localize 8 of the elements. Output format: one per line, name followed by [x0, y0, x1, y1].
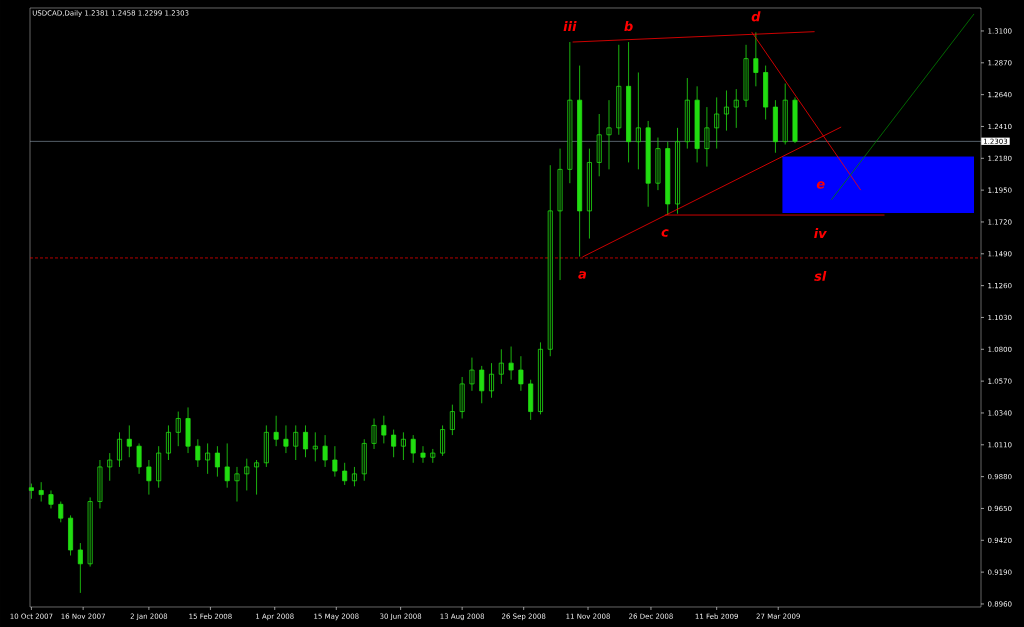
- annotation: b: [624, 21, 633, 32]
- annotation: a: [578, 271, 586, 279]
- annotation: c: [661, 229, 669, 237]
- annotation: iv: [814, 228, 827, 238]
- annotation: d: [751, 11, 761, 22]
- annotation: e: [816, 181, 825, 189]
- annotation: sl: [814, 270, 827, 281]
- annotation: iii: [563, 21, 577, 31]
